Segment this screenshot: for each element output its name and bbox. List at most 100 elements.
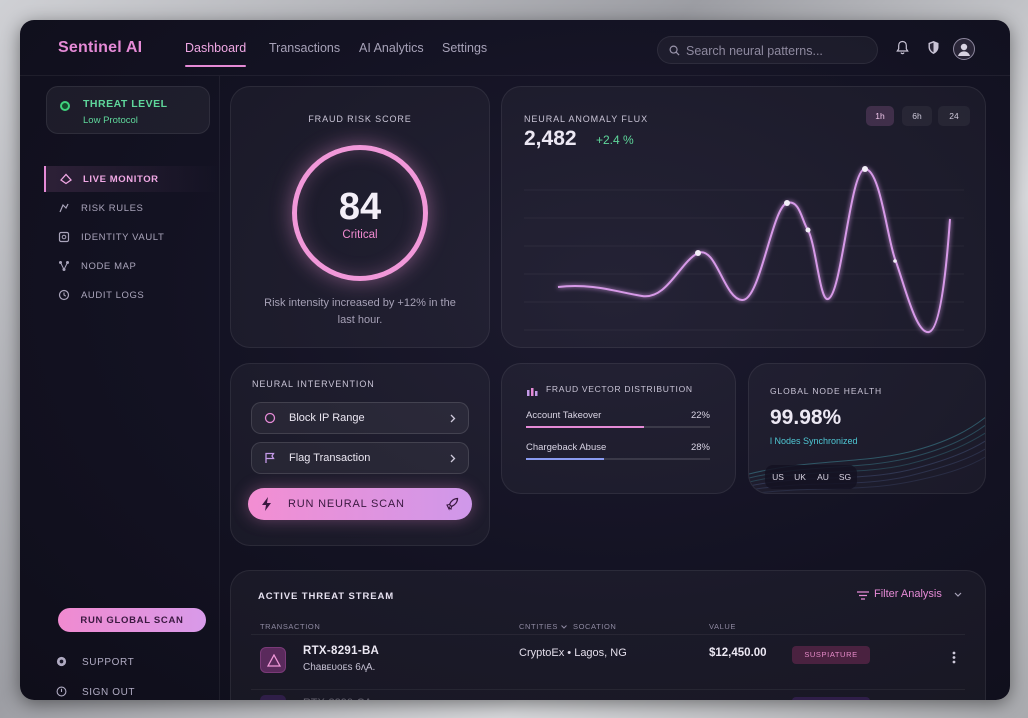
- threat-title: THREAT LEVEL: [83, 98, 168, 110]
- transaction-id: RTX-8291-BA: [303, 645, 380, 657]
- divider: [251, 689, 965, 690]
- region-sg-button[interactable]: SG: [838, 472, 852, 482]
- sidebar-item-label: AUDIT LOGS: [81, 290, 145, 301]
- flux-series-line: [557, 167, 951, 333]
- column-header-entities[interactable]: CNTITIES: [519, 622, 567, 631]
- user-icon: [958, 43, 970, 56]
- alert-icon: [260, 647, 286, 673]
- sidebar: THREAT LEVEL Low Protocol LIVE MONITOR R…: [20, 76, 220, 700]
- tab-settings[interactable]: Settings: [442, 41, 488, 55]
- range-1h-button[interactable]: 1h: [866, 106, 894, 126]
- flux-value: 2,482: [524, 127, 577, 150]
- vector-fill: [526, 426, 644, 428]
- flux-chart: [524, 166, 964, 333]
- sidebar-item-identity-vault[interactable]: IDENTITY VAULT: [44, 224, 220, 250]
- tab-ai-analytics[interactable]: AI Analytics: [359, 41, 424, 55]
- fraud-risk-card: FRAUD RISK SCORE 84 Critical Risk intens…: [230, 86, 490, 348]
- risk-score: 84: [338, 186, 382, 228]
- threat-stream-card: ACTIVE THREAT STREAM Filter Analysis TRA…: [230, 570, 986, 700]
- chevron-right-icon: [450, 414, 456, 423]
- rocket-icon: [446, 497, 459, 511]
- node-map-icon: [59, 261, 69, 271]
- vector-header: FRAUD VECTOR DISTRIBUTION: [526, 384, 692, 402]
- sidebar-item-label: NODE MAP: [81, 261, 137, 272]
- node-health-card: GLOBAL NODE HEALTH 99.98% l Nodes Synchr…: [748, 363, 986, 494]
- range-6h-button[interactable]: 6h: [902, 106, 932, 126]
- sidebar-item-live-monitor[interactable]: LIVE MONITOR: [44, 166, 220, 192]
- vector-pct: 22%: [690, 410, 710, 421]
- transaction-subtext: Chaʙᴇᴜᴏᴇs 6ʌ̧A.: [303, 662, 376, 673]
- chart-gridlines: [524, 189, 964, 331]
- run-global-scan-button[interactable]: RUN GLOBAL SCAN: [58, 608, 206, 632]
- block-ip-range-button[interactable]: Block IP Range: [251, 402, 469, 434]
- vector-name: Account Takeover: [526, 410, 602, 421]
- filter-icon: [857, 591, 869, 600]
- circle-icon: [264, 412, 276, 424]
- region-au-button[interactable]: AU: [817, 472, 829, 482]
- alert-icon: [260, 695, 286, 700]
- risk-gauge: 84 Critical: [292, 145, 428, 281]
- risk-severity: Critical: [342, 229, 378, 241]
- action-label: Flag Transaction: [289, 452, 371, 464]
- status-badge: [792, 697, 870, 700]
- fraud-vector-card: FRAUD VECTOR DISTRIBUTION Account Takeov…: [501, 363, 736, 494]
- sidebar-item-label: RISK RULES: [81, 203, 144, 214]
- avatar[interactable]: [953, 38, 975, 60]
- tab-dashboard[interactable]: Dashboard: [185, 41, 247, 67]
- column-header-transaction[interactable]: TRANSACTION: [260, 622, 321, 631]
- support-icon: [56, 656, 67, 667]
- health-value: 99.98%: [770, 406, 842, 429]
- vector-name: Chargeback Abuse: [526, 442, 607, 453]
- vector-fill: [526, 458, 604, 460]
- sign-out-icon: [56, 686, 67, 697]
- table-row[interactable]: RTX-8291-BA Chaʙᴇᴜᴏᴇs 6ʌ̧A. CryptoEx • L…: [231, 633, 987, 688]
- card-title: ACTIVE THREAT STREAM: [258, 591, 395, 602]
- transaction-entity: CryptoEx • Lagos, NG: [519, 647, 627, 659]
- threat-status: Low Protocol: [83, 115, 138, 126]
- sidebar-item-risk-rules[interactable]: RISK RULES: [44, 195, 220, 221]
- sidebar-item-label: LIVE MONITOR: [83, 174, 159, 185]
- region-us-button[interactable]: US: [772, 472, 784, 482]
- run-neural-scan-button[interactable]: RUN NEURAL SCAN: [248, 488, 472, 520]
- search-bar[interactable]: [657, 36, 878, 64]
- shield-icon[interactable]: [927, 40, 940, 55]
- action-label: Block IP Range: [289, 412, 365, 424]
- lightning-icon: [262, 497, 271, 511]
- chevron-right-icon: [450, 454, 456, 463]
- threat-level-card[interactable]: THREAT LEVEL Low Protocol: [46, 86, 210, 134]
- search-icon: [669, 45, 680, 56]
- search-input[interactable]: [686, 42, 871, 60]
- vector-pct: 28%: [690, 442, 710, 453]
- sidebar-item-label: IDENTITY VAULT: [81, 232, 165, 243]
- sidebar-item-audit-logs[interactable]: AUDIT LOGS: [44, 282, 220, 308]
- top-bar: Sentinel AI Dashboard Transactions AI An…: [20, 20, 1010, 76]
- brand-logo[interactable]: Sentinel AI: [58, 39, 143, 56]
- status-badge: SUSPIATURE: [792, 646, 870, 664]
- filter-label: Filter Analysis: [874, 588, 942, 600]
- rules-icon: [59, 203, 69, 213]
- flag-transaction-button[interactable]: Flag Transaction: [251, 442, 469, 474]
- app-window: Sentinel AI Dashboard Transactions AI An…: [20, 20, 1010, 700]
- range-24h-button[interactable]: 24: [938, 106, 970, 126]
- card-title: NEURAL ANOMALY FLUX: [524, 114, 648, 124]
- table-row[interactable]: RTX-8290-CA: [231, 689, 987, 700]
- tab-transactions[interactable]: Transactions: [269, 41, 341, 55]
- support-label: SUPPORT: [82, 657, 135, 668]
- region-selector: [765, 465, 857, 489]
- divider: [251, 634, 965, 635]
- more-options-icon[interactable]: [952, 651, 956, 664]
- card-title: NEURAL INTERVENTION: [252, 379, 375, 389]
- vector-track: [526, 426, 710, 428]
- chevron-down-icon: [560, 625, 567, 629]
- bars-icon: [527, 388, 538, 396]
- region-uk-button[interactable]: UK: [794, 472, 806, 482]
- column-header-value[interactable]: VALUE: [709, 622, 737, 631]
- sidebar-item-node-map[interactable]: NODE MAP: [44, 253, 220, 279]
- column-header-location[interactable]: SOCATION: [573, 622, 617, 631]
- neural-intervention-card: NEURAL INTERVENTION Block IP Range Flag …: [230, 363, 490, 546]
- chevron-down-icon: [954, 592, 962, 597]
- bell-icon[interactable]: [896, 40, 909, 55]
- risk-note: Risk intensity increased by +12% in the …: [264, 297, 456, 326]
- history-icon: [58, 289, 70, 301]
- anomaly-flux-card: NEURAL ANOMALY FLUX 2,482 +2.4 % 1h 6h 2…: [501, 86, 986, 348]
